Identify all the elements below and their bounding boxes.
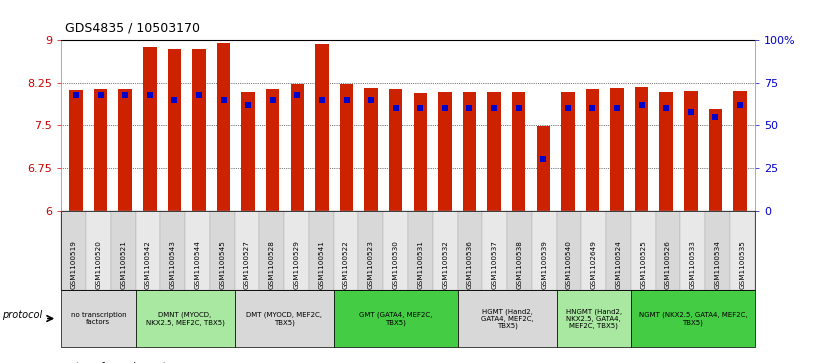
- Text: GSM1100532: GSM1100532: [442, 240, 448, 289]
- Text: HNGMT (Hand2,
NKX2.5, GATA4,
MEF2C, TBX5): HNGMT (Hand2, NKX2.5, GATA4, MEF2C, TBX5…: [565, 308, 622, 329]
- Text: ■: ■: [61, 360, 73, 363]
- Point: [414, 105, 427, 111]
- Point: [586, 105, 599, 111]
- Point: [561, 105, 574, 111]
- Bar: [118, 89, 132, 211]
- Point: [365, 97, 378, 103]
- Point: [487, 105, 500, 111]
- Bar: [438, 92, 452, 211]
- Text: GSM1100539: GSM1100539: [541, 240, 548, 289]
- Point: [610, 105, 623, 111]
- Point: [118, 91, 131, 97]
- Point: [168, 97, 181, 103]
- Text: GSM1100530: GSM1100530: [392, 240, 398, 289]
- Bar: [290, 84, 304, 211]
- Text: GSM1100538: GSM1100538: [517, 240, 522, 289]
- Point: [512, 105, 526, 111]
- Bar: [143, 47, 157, 211]
- Text: GSM1100542: GSM1100542: [145, 240, 151, 289]
- Point: [69, 91, 82, 97]
- Bar: [635, 87, 649, 211]
- Bar: [364, 88, 378, 211]
- Bar: [708, 109, 722, 211]
- Point: [709, 114, 722, 119]
- Text: GSM1100544: GSM1100544: [194, 240, 201, 289]
- Text: GSM1100519: GSM1100519: [71, 240, 77, 289]
- Text: GSM1100543: GSM1100543: [170, 240, 175, 289]
- Bar: [193, 49, 206, 211]
- Text: GSM1100540: GSM1100540: [566, 240, 572, 289]
- Bar: [487, 92, 501, 211]
- Text: GSM1100527: GSM1100527: [244, 240, 250, 289]
- Text: NGMT (NKX2.5, GATA4, MEF2C,
TBX5): NGMT (NKX2.5, GATA4, MEF2C, TBX5): [639, 311, 747, 326]
- Bar: [167, 49, 181, 211]
- Point: [340, 97, 353, 103]
- Bar: [389, 89, 402, 211]
- Bar: [536, 126, 550, 211]
- Bar: [69, 90, 82, 211]
- Text: GSM1100520: GSM1100520: [95, 240, 101, 289]
- Point: [217, 97, 230, 103]
- Point: [659, 105, 672, 111]
- Text: GSM1100537: GSM1100537: [492, 240, 498, 289]
- Point: [242, 102, 255, 108]
- Bar: [217, 43, 230, 211]
- Text: no transcription
factors: no transcription factors: [70, 312, 126, 325]
- Bar: [414, 93, 427, 211]
- Point: [635, 102, 648, 108]
- Text: GSM1100535: GSM1100535: [739, 240, 745, 289]
- Bar: [610, 88, 623, 211]
- Text: GSM1100533: GSM1100533: [690, 240, 696, 289]
- Bar: [659, 92, 673, 211]
- Bar: [463, 92, 477, 211]
- Text: GSM1100531: GSM1100531: [418, 240, 424, 289]
- Point: [94, 91, 107, 97]
- Bar: [94, 89, 108, 211]
- Bar: [266, 89, 280, 211]
- Text: GSM1102649: GSM1102649: [591, 240, 596, 289]
- Point: [685, 109, 698, 114]
- Bar: [315, 45, 329, 211]
- Point: [438, 105, 451, 111]
- Text: DMT (MYOCD, MEF2C,
TBX5): DMT (MYOCD, MEF2C, TBX5): [246, 311, 322, 326]
- Point: [389, 105, 402, 111]
- Text: GSM1100536: GSM1100536: [467, 240, 473, 289]
- Text: GSM1100522: GSM1100522: [343, 240, 349, 289]
- Text: GSM1100525: GSM1100525: [641, 240, 646, 289]
- Text: DMNT (MYOCD,
NKX2.5, MEF2C, TBX5): DMNT (MYOCD, NKX2.5, MEF2C, TBX5): [145, 311, 224, 326]
- Bar: [684, 91, 698, 211]
- Point: [734, 102, 747, 108]
- Point: [193, 91, 206, 97]
- Point: [290, 91, 304, 97]
- Text: GSM1100524: GSM1100524: [615, 240, 622, 289]
- Bar: [512, 92, 526, 211]
- Point: [463, 105, 476, 111]
- Text: HGMT (Hand2,
GATA4, MEF2C,
TBX5): HGMT (Hand2, GATA4, MEF2C, TBX5): [481, 308, 534, 329]
- Text: GMT (GATA4, MEF2C,
TBX5): GMT (GATA4, MEF2C, TBX5): [359, 311, 432, 326]
- Text: GSM1100534: GSM1100534: [715, 240, 721, 289]
- Text: transformed count: transformed count: [76, 362, 166, 363]
- Text: GSM1100541: GSM1100541: [318, 240, 324, 289]
- Point: [144, 91, 157, 97]
- Bar: [586, 89, 599, 211]
- Text: GSM1100529: GSM1100529: [294, 240, 299, 289]
- Bar: [339, 84, 353, 211]
- Point: [537, 156, 550, 162]
- Text: GSM1100521: GSM1100521: [120, 240, 126, 289]
- Bar: [734, 91, 747, 211]
- Text: GSM1100526: GSM1100526: [665, 240, 671, 289]
- Text: protocol: protocol: [2, 310, 42, 320]
- Bar: [561, 92, 574, 211]
- Point: [316, 97, 329, 103]
- Point: [266, 97, 279, 103]
- Text: GSM1100545: GSM1100545: [220, 240, 225, 289]
- Bar: [242, 92, 255, 211]
- Text: GDS4835 / 10503170: GDS4835 / 10503170: [65, 21, 200, 34]
- Text: GSM1100523: GSM1100523: [368, 240, 374, 289]
- Text: GSM1100528: GSM1100528: [268, 240, 275, 289]
